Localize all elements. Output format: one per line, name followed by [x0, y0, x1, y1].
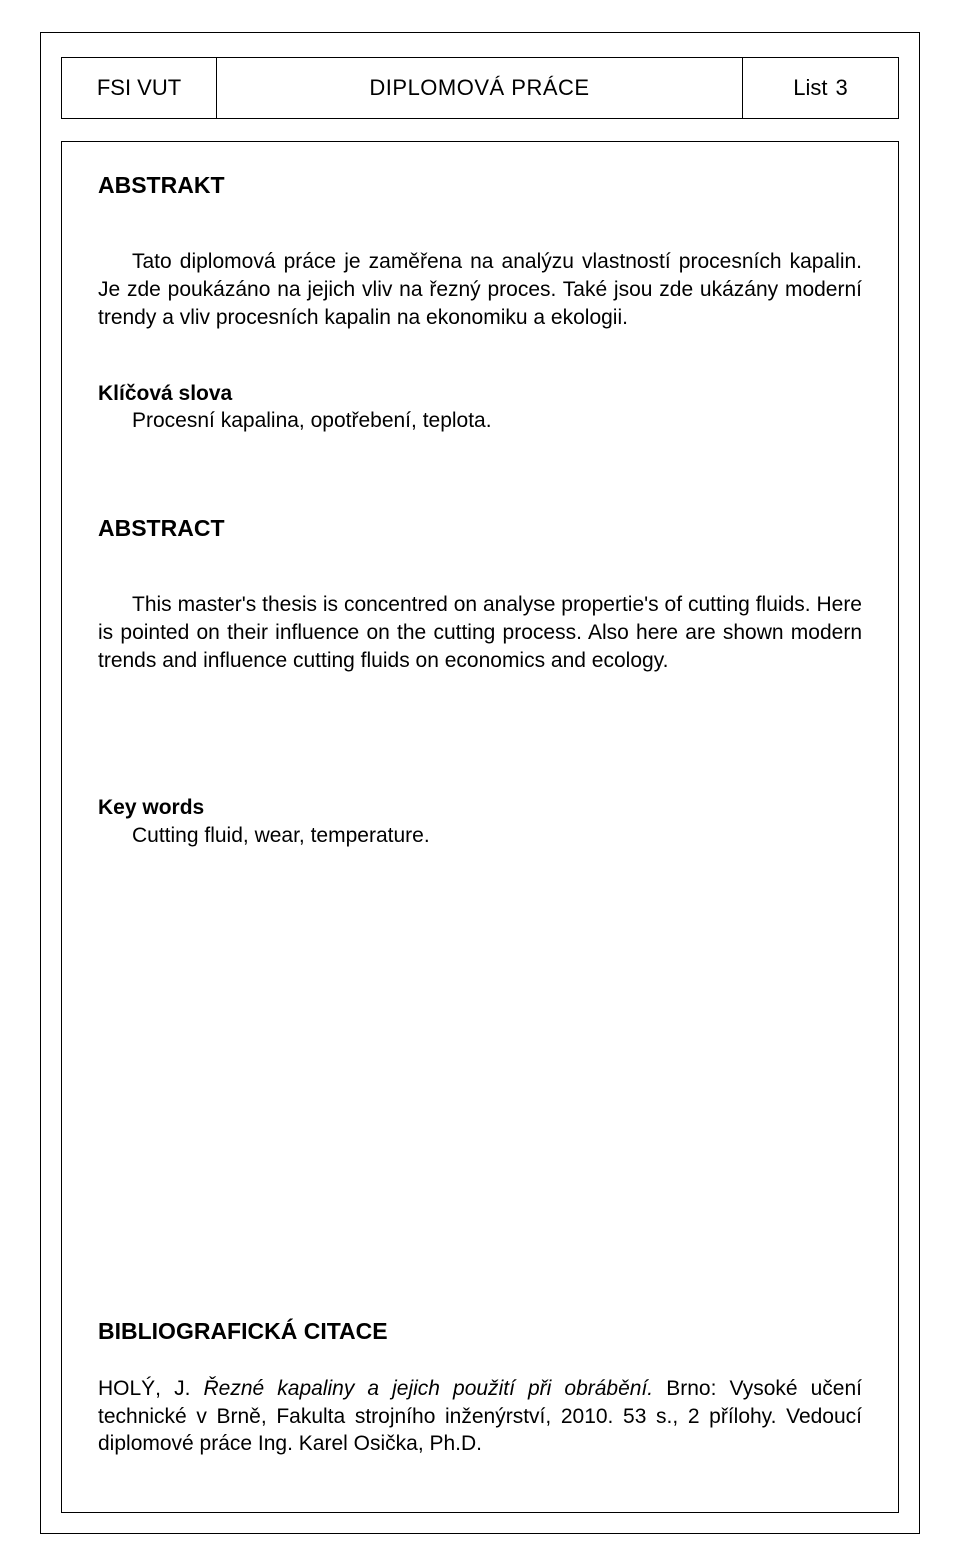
page-border: FSI VUT DIPLOMOVÁ PRÁCE List 3 ABSTRAKT … [40, 32, 920, 1534]
spacer [98, 850, 862, 1317]
abstrakt-body: Tato diplomová práce je zaměřena na anal… [98, 248, 862, 331]
header-page-number: 3 [836, 75, 848, 101]
klicova-heading: Klíčová slova [98, 380, 862, 408]
biblio-citation: HOLÝ, J. Řezné kapaliny a jejich použití… [98, 1375, 862, 1458]
spacer [98, 674, 862, 794]
keywords-heading: Key words [98, 794, 862, 822]
keywords-body: Cutting fluid, wear, temperature. [98, 822, 862, 850]
spacer [98, 200, 862, 248]
header-page: List 3 [743, 58, 898, 118]
abstract-en-heading: ABSTRACT [98, 513, 862, 543]
biblio-heading: BIBLIOGRAFICKÁ CITACE [98, 1316, 862, 1346]
header-institution: FSI VUT [62, 58, 217, 118]
abstrakt-heading: ABSTRAKT [98, 170, 862, 200]
spacer [98, 1458, 862, 1476]
biblio-title: Řezné kapaliny a jejich použití při obrá… [204, 1377, 667, 1400]
spacer [98, 332, 862, 380]
spacer [98, 435, 862, 513]
klicova-body: Procesní kapalina, opotřebení, teplota. [98, 407, 862, 435]
content-box: ABSTRAKT Tato diplomová práce je zaměřen… [61, 141, 899, 1513]
header-page-label: List [793, 75, 827, 101]
header-title: DIPLOMOVÁ PRÁCE [217, 58, 743, 118]
spacer [98, 1347, 862, 1375]
spacer [98, 543, 862, 591]
abstract-en-body: This master's thesis is concentred on an… [98, 591, 862, 674]
biblio-author: HOLÝ, J. [98, 1377, 204, 1400]
page-header: FSI VUT DIPLOMOVÁ PRÁCE List 3 [61, 57, 899, 119]
